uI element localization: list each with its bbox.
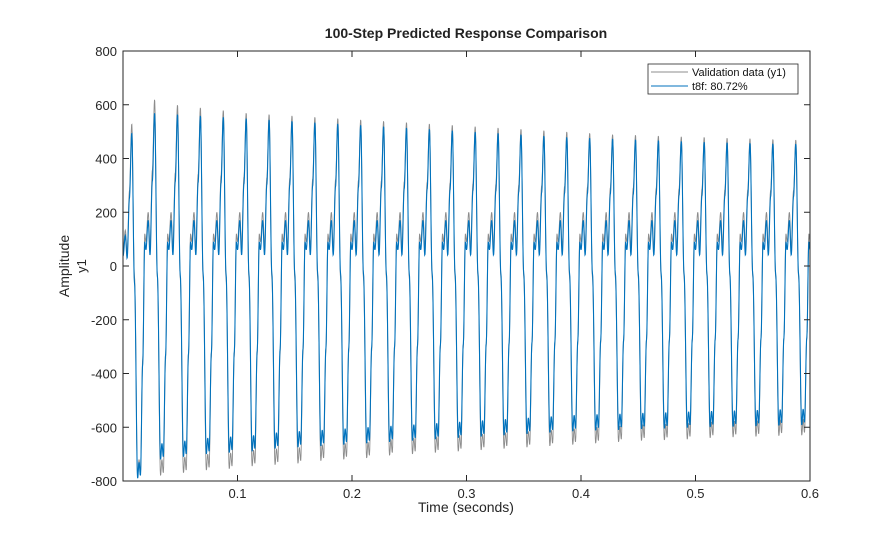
y-axis-label: Amplitude — [56, 235, 72, 297]
y-tick-label: 600 — [95, 98, 117, 113]
y-tick-label: 200 — [95, 205, 117, 220]
y-tick-label: -800 — [91, 474, 117, 489]
plot-area — [123, 51, 810, 481]
legend-label-validation: Validation data (y1) — [692, 67, 786, 79]
series-validation-line — [122, 99, 811, 476]
y-axis-sublabel: y1 — [74, 259, 89, 273]
x-axis-label: Time (seconds) — [418, 499, 514, 515]
x-tick-label: 0.1 — [228, 486, 246, 501]
y-tick-label: -600 — [91, 420, 117, 435]
y-tick-label: 800 — [95, 44, 117, 59]
y-tick-label: 0 — [110, 259, 117, 274]
x-tick-label: 0.2 — [343, 486, 361, 501]
chart-title: 100-Step Predicted Response Comparison — [325, 25, 607, 41]
y-axis: -800 -600 -400 -200 0 200 400 600 800 — [91, 44, 810, 489]
x-tick-label: 0.5 — [686, 486, 704, 501]
y-tick-label: -400 — [91, 367, 117, 382]
y-tick-label: 400 — [95, 152, 117, 167]
y-tick-label: -200 — [91, 313, 117, 328]
x-tick-label: 0.3 — [457, 486, 475, 501]
x-tick-label: 0.4 — [572, 486, 590, 501]
series-model-line — [122, 113, 811, 479]
x-tick-label: 0.6 — [801, 486, 819, 501]
legend-label-model: t8f: 80.72% — [692, 81, 748, 93]
x-axis: 0.1 0.2 0.3 0.4 0.5 0.6 — [228, 51, 819, 501]
legend: Validation data (y1) t8f: 80.72% — [647, 63, 799, 95]
series-layer — [122, 99, 811, 479]
legend-box — [647, 63, 799, 95]
